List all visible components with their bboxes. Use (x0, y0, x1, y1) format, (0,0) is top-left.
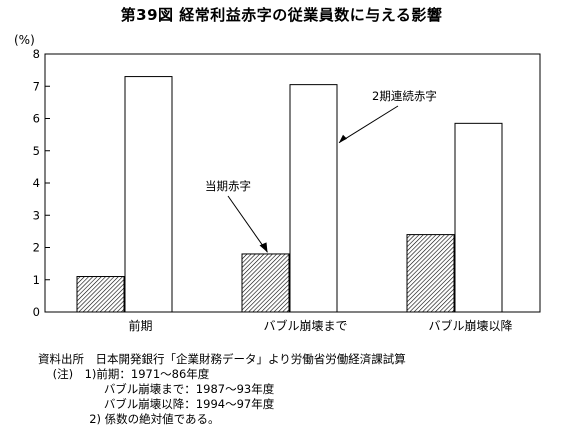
bar-two-period-deficit (454, 122, 503, 313)
bar-two-period-deficit (289, 84, 338, 313)
note-line-3: バブル崩壊以降：1994～97年度 (38, 397, 406, 412)
bar-chart: (%) 0 1 2 3 4 5 6 7 8 前期 バブル崩壊まで バブル崩壊以降 当期赤字 2期連続赤字 (14, 33, 541, 333)
bar-current-deficit (76, 276, 125, 313)
x-category-label: バブル崩壊以降 (428, 318, 512, 333)
bar-two-period-deficit (124, 76, 173, 313)
annotation-arrowhead-current (259, 242, 268, 253)
bar-current-deficit (241, 253, 290, 313)
annotation-arrowhead-two-period (339, 134, 347, 143)
bar-current-deficit (406, 234, 455, 313)
annotation-arrow-two-period (338, 105, 399, 144)
chart-title: 第39図 経常利益赤字の従業員数に与える影響 (120, 6, 443, 24)
note-text-2: バブル崩壊まで：1987～93年度 (103, 382, 275, 396)
note-label: (注) (52, 367, 74, 381)
source-text: 日本開発銀行「企業財務データ」より労働省労働経済課試算 (95, 352, 406, 366)
note-line-4: 2) 係数の絶対値である。 (38, 412, 406, 427)
annotation-current-deficit: 当期赤字 (205, 179, 251, 193)
y-tick-label: 3 (33, 208, 40, 222)
y-tick-label: 1 (33, 273, 40, 287)
note-text-1: 1)前期：1971～86年度 (84, 367, 210, 381)
x-category-label: バブル崩壊まで (263, 318, 347, 333)
y-tick-label: 6 (33, 112, 40, 126)
y-tick-label: 4 (33, 176, 40, 190)
source-label: 資料出所 (38, 352, 84, 366)
y-tick-label: 8 (33, 47, 40, 61)
y-axis-label: (%) (14, 33, 35, 47)
note-text-3: バブル崩壊以降：1994～97年度 (103, 397, 275, 411)
y-tick-label: 2 (33, 241, 40, 255)
note-text-4: 2) 係数の絶対値である。 (89, 412, 220, 426)
y-tick-label: 5 (33, 144, 40, 158)
y-tick-label: 7 (33, 79, 40, 93)
chart-notes: 資料出所 日本開発銀行「企業財務データ」より労働省労働経済課試算 (注) 1)前… (38, 352, 406, 427)
x-category-label: 前期 (128, 318, 152, 333)
y-tick-label: 0 (33, 305, 40, 319)
note-line-1: (注) 1)前期：1971～86年度 (38, 367, 406, 382)
annotation-two-period-deficit: 2期連続赤字 (372, 89, 437, 103)
source-line: 資料出所 日本開発銀行「企業財務データ」より労働省労働経済課試算 (38, 352, 406, 367)
annotation-arrow-current (227, 195, 268, 253)
note-line-2: バブル崩壊まで：1987～93年度 (38, 382, 406, 397)
